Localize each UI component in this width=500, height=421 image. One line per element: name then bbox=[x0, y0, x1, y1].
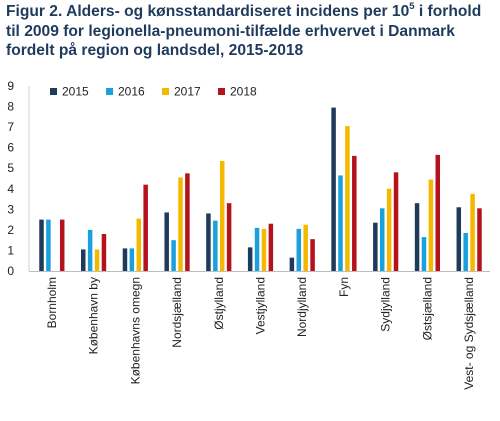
bar-2016 bbox=[379, 208, 385, 271]
bar-2016 bbox=[46, 219, 51, 271]
bar-2018 bbox=[185, 173, 190, 271]
y-tick-label: 7 bbox=[7, 120, 14, 134]
legend-label-2018: 2018 bbox=[230, 85, 257, 99]
bar-2015 bbox=[164, 212, 169, 271]
bars bbox=[39, 107, 482, 271]
bar-2017 bbox=[136, 218, 142, 271]
bar-2017 bbox=[428, 179, 434, 271]
bar-2017 bbox=[178, 177, 183, 271]
y-tick-label: 8 bbox=[7, 100, 14, 114]
bar-2016 bbox=[421, 237, 427, 271]
x-category-label: Vestjylland bbox=[254, 277, 268, 334]
bar-2015 bbox=[247, 247, 253, 271]
x-category-label: Sydjylland bbox=[379, 277, 393, 332]
title-line-1-end: i forhold bbox=[414, 3, 482, 20]
legend-label-2017: 2017 bbox=[174, 85, 201, 99]
bar-2017 bbox=[219, 161, 225, 271]
bar-2016 bbox=[254, 227, 260, 271]
bar-2018 bbox=[310, 239, 315, 271]
bar-2017 bbox=[470, 193, 475, 271]
title-line-1-text: Figur 2. Alders- og kønsstandardiseret i… bbox=[6, 3, 410, 20]
bar-2015 bbox=[289, 257, 295, 271]
x-category-label: Østjylland bbox=[212, 277, 226, 330]
y-tick-label: 6 bbox=[7, 141, 14, 155]
bar-2016 bbox=[87, 229, 93, 271]
x-category-label: Vest- og Sydsjælland bbox=[462, 277, 476, 390]
title-superscript: 5 bbox=[409, 0, 415, 12]
x-category-label: Nordsjælland bbox=[170, 277, 184, 348]
bar-2018 bbox=[101, 234, 107, 271]
chart-title: Figur 2. Alders- og kønsstandardiseret i… bbox=[6, 2, 496, 61]
bar-2016 bbox=[463, 232, 468, 271]
legend: 2015 2016 2017 2018 bbox=[50, 85, 257, 99]
bar-2016 bbox=[171, 240, 176, 271]
bar-2016 bbox=[338, 175, 343, 271]
legend-label-2016: 2016 bbox=[118, 85, 145, 99]
bar-2016 bbox=[129, 248, 135, 271]
legend-label-2015: 2015 bbox=[62, 85, 89, 99]
title-line-2: til 2009 for legionella-pneumoni-tilfæld… bbox=[6, 22, 455, 40]
y-tick-label: 1 bbox=[7, 243, 14, 257]
bar-2015 bbox=[414, 203, 420, 271]
bar-2018 bbox=[393, 172, 399, 271]
y-tick-label: 2 bbox=[7, 223, 14, 237]
bar-2017 bbox=[386, 188, 392, 271]
y-tick-label: 9 bbox=[7, 79, 14, 93]
title-line-1: Figur 2. Alders- og kønsstandardiseret i… bbox=[6, 2, 496, 22]
bar-2018 bbox=[477, 208, 482, 271]
legend-swatch-2015 bbox=[50, 88, 57, 95]
legend-swatch-2018 bbox=[218, 88, 225, 95]
bar-2015 bbox=[206, 213, 211, 271]
bar-2017 bbox=[94, 249, 100, 271]
bar-2017 bbox=[261, 228, 267, 271]
x-category-label: Fyn bbox=[337, 277, 351, 297]
x-axis: Bornholm København by Københavns omegn Nord… bbox=[29, 271, 490, 390]
x-category-label: Nordjylland bbox=[295, 277, 309, 337]
bar-2017 bbox=[345, 126, 350, 271]
bar-2018 bbox=[59, 219, 65, 271]
bar-2018 bbox=[268, 223, 274, 271]
x-category-label: Bornholm bbox=[45, 277, 59, 328]
y-axis: 0 1 2 3 4 5 6 7 8 9 bbox=[7, 79, 30, 278]
y-tick-label: 4 bbox=[7, 182, 14, 196]
title-line-3: fordelt på region og landsdel, 2015-2018 bbox=[6, 42, 304, 59]
x-category-label: Københavns omegn bbox=[128, 277, 142, 384]
bar-2015 bbox=[373, 222, 378, 271]
bar-2016 bbox=[296, 228, 302, 271]
bar-2015 bbox=[122, 248, 128, 271]
x-category-label: Østsjælland bbox=[420, 277, 434, 340]
legend-swatch-2016 bbox=[106, 88, 113, 95]
bar-2015 bbox=[39, 219, 44, 271]
bar-2018 bbox=[435, 154, 441, 271]
bar-2015 bbox=[456, 207, 462, 271]
y-tick-label: 3 bbox=[7, 202, 14, 216]
bar-2018 bbox=[352, 155, 357, 271]
y-tick-label: 5 bbox=[7, 161, 14, 175]
bar-2016 bbox=[213, 220, 218, 271]
bar-2015 bbox=[331, 107, 336, 271]
bar-2017 bbox=[303, 224, 308, 271]
legend-swatch-2017 bbox=[162, 88, 169, 95]
bar-2018 bbox=[226, 203, 232, 271]
bar-2015 bbox=[80, 249, 86, 271]
y-tick-label: 0 bbox=[7, 264, 14, 278]
bar-2018 bbox=[143, 184, 148, 271]
x-category-label: København by bbox=[87, 277, 101, 354]
